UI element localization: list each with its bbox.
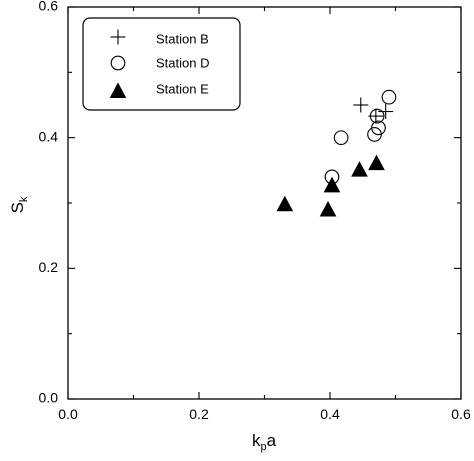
legend-item-station-d: Station D <box>110 55 209 71</box>
legend-marker-circle <box>110 55 126 71</box>
y-tick-label: 0.2 <box>39 259 59 275</box>
y-axis-title-subscript: k <box>18 196 30 202</box>
x-axis-title-subscript: p <box>260 441 266 453</box>
x-tick-label: 0.0 <box>58 406 78 422</box>
axis-ticks-group <box>67 6 462 400</box>
data-point-station-d <box>371 120 386 136</box>
legend-marker-triangle <box>109 82 127 98</box>
y-axis-title-main: S <box>8 202 27 213</box>
y-tick-label: 0.6 <box>39 0 59 14</box>
legend-label-station-e: Station E <box>156 81 209 96</box>
data-points-group <box>276 89 397 217</box>
legend: Station B Station D Station E <box>82 17 241 111</box>
data-point-station-e <box>368 154 385 171</box>
x-axis-title-tail: a <box>267 431 277 450</box>
data-point-station-b <box>378 104 394 120</box>
legend-label-station-b: Station B <box>156 31 209 46</box>
legend-item-station-b: Station B <box>110 29 209 46</box>
data-point-station-d <box>369 108 385 124</box>
x-axis-title: kpa <box>252 431 277 453</box>
data-point-station-e <box>351 161 368 177</box>
tick-labels-group: 0.0 0.2 0.4 0.6 0.0 0.2 0.4 0.6 <box>39 0 471 422</box>
data-point-station-d <box>381 89 397 105</box>
legend-item-station-e: Station E <box>109 81 209 98</box>
data-point-station-d <box>333 130 349 146</box>
data-point-station-e <box>319 200 337 217</box>
legend-symbol-triangle-filled <box>109 82 127 98</box>
legend-symbol-circle-open <box>110 55 126 71</box>
legend-symbol-plus <box>110 29 126 45</box>
y-tick-label: 0.0 <box>39 390 59 406</box>
data-point-station-e <box>323 176 341 193</box>
legend-marker-plus <box>110 29 126 45</box>
legend-label-station-d: Station D <box>156 55 209 70</box>
data-point-station-b <box>353 97 369 113</box>
y-axis-title: Sk <box>8 196 30 213</box>
x-tick-label: 0.2 <box>189 406 209 422</box>
y-tick-label: 0.4 <box>39 128 59 144</box>
x-tick-label: 0.4 <box>320 406 340 422</box>
legend-box <box>82 17 241 111</box>
x-axis-title-main: k <box>252 431 261 450</box>
x-tick-label: 0.6 <box>451 406 471 422</box>
data-point-station-e <box>276 195 294 212</box>
